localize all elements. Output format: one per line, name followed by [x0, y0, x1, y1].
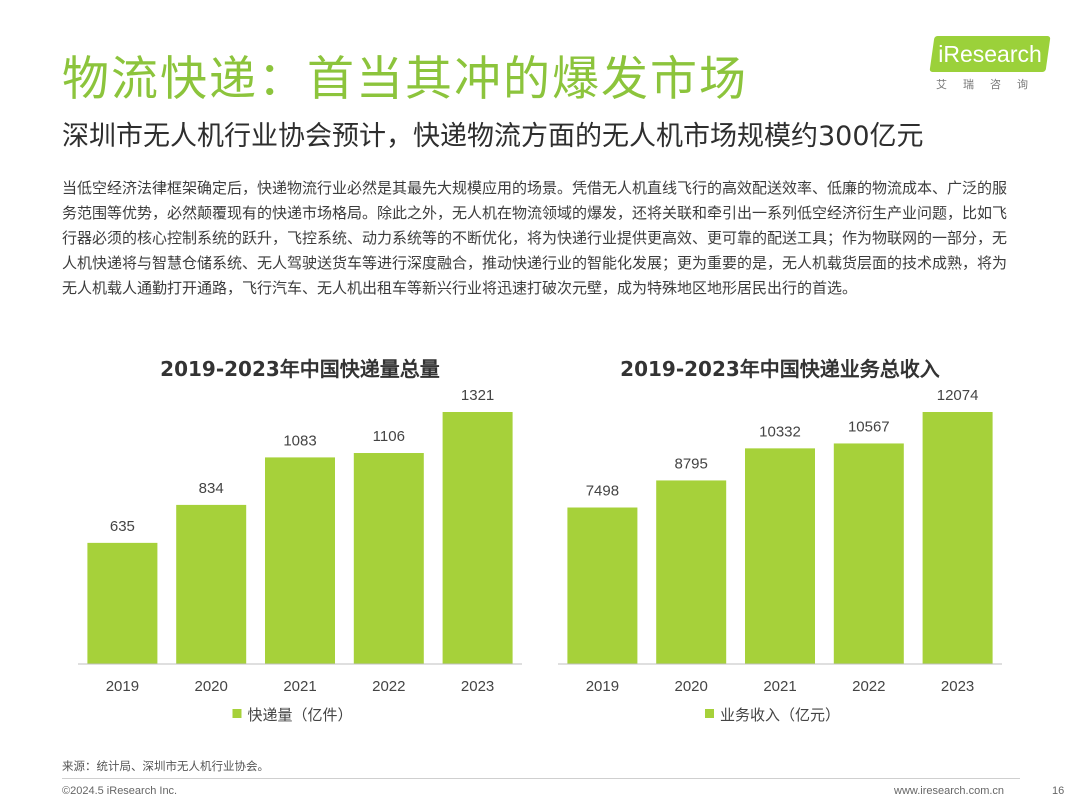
page-title: 物流快递：首当其冲的爆发市场 — [62, 52, 748, 107]
chart-title: 2019-2023年中国快递量总量 — [160, 357, 440, 381]
data-label-2020: 834 — [199, 480, 224, 497]
express-revenue-chart: 2019-2023年中国快递业务总收入 7498 2019 8795 2020 10332… — [558, 357, 1002, 724]
bar-2021 — [745, 448, 815, 664]
iresearch-logo: iResearch 艾瑞咨询 — [924, 36, 1052, 96]
x-tick-label-2020: 2020 — [675, 678, 708, 695]
bar-2019 — [87, 542, 158, 664]
data-label-2023: 1321 — [461, 387, 494, 404]
bar-2020 — [656, 480, 727, 664]
chart-title: 2019-2023年中国快递业务总收入 — [620, 357, 940, 381]
data-label-2022: 1106 — [373, 428, 405, 445]
logo-brand-text: iResearch — [938, 41, 1042, 67]
body-paragraph: 当低空经济法律框架确定后，快递物流行业必然是其最先大规模应用的场景。凭借无人机直… — [62, 179, 1008, 297]
x-tick-label-2019: 2019 — [106, 678, 139, 695]
page-subtitle: 深圳市无人机行业协会预计，快递物流方面的无人机市场规模约300亿元 — [62, 121, 924, 152]
legend-label: 快递量（亿件） — [247, 706, 352, 724]
logo-subtitle: 艾瑞咨询 — [936, 78, 1044, 91]
legend-swatch — [704, 709, 714, 718]
x-tick-label-2021: 2021 — [283, 678, 316, 695]
x-tick-label-2022: 2022 — [852, 678, 885, 695]
bar-2023 — [442, 412, 513, 664]
data-label-2019: 7498 — [586, 483, 619, 500]
data-label-2023: 12074 — [937, 387, 979, 404]
bar-2022 — [353, 453, 424, 664]
bar-2019 — [567, 507, 638, 664]
bar-2023 — [922, 412, 993, 664]
x-tick-label-2022: 2022 — [372, 678, 405, 695]
data-label-2019: 635 — [110, 518, 135, 535]
bar-2020 — [176, 504, 247, 664]
x-tick-label-2023: 2023 — [461, 678, 494, 695]
x-tick-label-2019: 2019 — [586, 678, 619, 695]
legend-swatch — [232, 709, 242, 718]
legend-label: 业务收入（亿元） — [720, 706, 840, 724]
website-link[interactable]: www.iresearch.com.cn — [894, 785, 1005, 797]
express-volume-chart: 2019-2023年中国快递量总量 635 2019 834 2020 1083 2021 1… — [78, 357, 522, 724]
data-label-2021: 10332 — [759, 423, 801, 440]
data-label-2021: 1083 — [283, 432, 316, 449]
x-tick-label-2023: 2023 — [941, 678, 974, 695]
data-label-2020: 8795 — [675, 455, 708, 472]
x-tick-label-2021: 2021 — [763, 678, 796, 695]
footer-divider — [62, 778, 1020, 779]
data-label-2022: 10567 — [848, 418, 890, 435]
bar-2022 — [833, 443, 904, 664]
x-tick-label-2020: 2020 — [195, 678, 228, 695]
bar-2021 — [265, 457, 335, 664]
source-note: 来源：统计局、深圳市无人机行业协会。 — [62, 759, 269, 773]
copyright: ©2024.5 iResearch Inc. — [62, 785, 178, 797]
page-number: 16 — [1052, 785, 1065, 797]
